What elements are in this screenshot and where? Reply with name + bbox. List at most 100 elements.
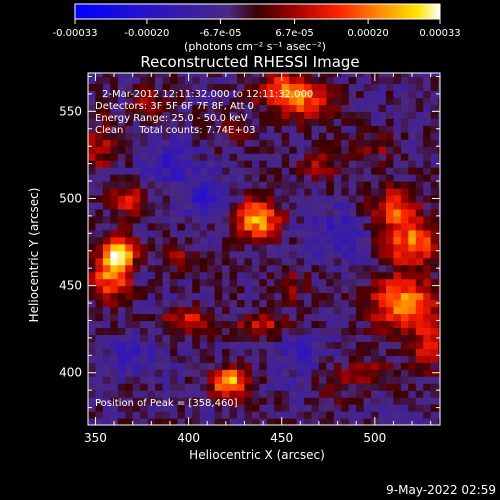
heatmap-cell [378, 243, 387, 252]
heatmap-cell [296, 208, 305, 217]
heatmap-cell [229, 348, 238, 356]
heatmap-cell [289, 201, 298, 210]
heatmap-cell [385, 390, 395, 398]
heatmap-cell [348, 201, 357, 210]
heatmap-cell [95, 139, 104, 147]
heatmap-cell [169, 229, 178, 238]
heatmap-cell [281, 111, 290, 119]
heatmap-cell [289, 236, 298, 245]
heatmap-cell [259, 97, 268, 105]
heatmap-cell [88, 264, 97, 273]
heatmap-cell [169, 83, 178, 92]
heatmap-cell [348, 341, 357, 349]
heatmap-cell [326, 257, 335, 266]
heatmap-cell [378, 334, 387, 342]
heatmap-cell [400, 229, 409, 238]
heatmap-cell [423, 104, 432, 112]
heatmap-cell [125, 160, 134, 168]
heatmap-cell [415, 292, 424, 301]
heatmap-cell [274, 181, 283, 189]
heatmap-cell [318, 236, 327, 245]
heatmap-cell [393, 153, 402, 161]
heatmap-cell [147, 208, 156, 217]
heatmap-cell [371, 397, 380, 405]
heatmap-cell [281, 76, 290, 85]
heatmap-cell [236, 167, 246, 175]
heatmap-cell [304, 236, 313, 245]
heatmap-cell [222, 390, 231, 398]
heatmap-cell [147, 278, 156, 287]
heatmap-cell [296, 404, 305, 412]
heatmap-cell [311, 264, 320, 273]
heatmap-cell [385, 369, 395, 377]
heatmap-cell [266, 90, 275, 98]
heatmap-cell [132, 299, 141, 308]
heatmap-cell [155, 90, 164, 98]
heatmap-cell [333, 250, 342, 259]
heatmap-cell [88, 243, 97, 252]
heatmap-cell [341, 222, 350, 231]
heatmap-cell [430, 390, 439, 398]
heatmap-cell [244, 362, 253, 370]
heatmap-cell [400, 118, 409, 126]
heatmap-cell [169, 146, 178, 154]
heatmap-cell [162, 201, 171, 210]
heatmap-cell [266, 383, 275, 391]
heatmap-cell [341, 181, 350, 189]
heatmap-cell [102, 139, 111, 147]
heatmap-cell [363, 264, 372, 273]
heatmap-cell [214, 208, 223, 217]
heatmap-cell [162, 97, 171, 105]
heatmap-cell [169, 236, 178, 245]
heatmap-cell [125, 348, 134, 356]
heatmap-cell [430, 83, 439, 92]
heatmap-cell [266, 411, 275, 419]
heatmap-cell [378, 236, 387, 245]
heatmap-cell [244, 355, 253, 363]
heatmap-cell [207, 111, 216, 119]
heatmap-cell [266, 390, 275, 398]
heatmap-cell [229, 264, 238, 273]
heatmap-cell [207, 411, 216, 419]
heatmap-cell [289, 376, 298, 384]
heatmap-cell [326, 348, 335, 356]
heatmap-cell [378, 271, 387, 280]
heatmap-cell [199, 355, 208, 363]
heatmap-cell [140, 278, 149, 287]
heatmap-cell [102, 243, 111, 252]
heatmap-cell [371, 264, 380, 273]
heatmap-cell [222, 257, 231, 266]
heatmap-cell [423, 250, 432, 259]
heatmap-cell [266, 418, 275, 425]
heatmap-cell [162, 271, 171, 280]
heatmap-cell [244, 188, 253, 196]
heatmap-cell [88, 271, 97, 280]
heatmap-cell [371, 257, 380, 266]
heatmap-cell [236, 208, 246, 217]
heatmap-cell [147, 390, 156, 398]
heatmap-cell [117, 306, 126, 315]
heatmap-cell [371, 313, 380, 322]
heatmap-cell [438, 174, 440, 182]
heatmap-cell [192, 97, 201, 105]
heatmap-cell [289, 418, 298, 425]
annotation-energy: Energy Range: 25.0 - 50.0 keV [95, 113, 248, 124]
heatmap-cell [102, 194, 111, 203]
heatmap-cell [356, 97, 365, 105]
heatmap-cell [318, 229, 327, 238]
heatmap-cell [348, 320, 357, 329]
heatmap-cell [155, 334, 164, 342]
heatmap-cell [408, 236, 417, 245]
heatmap-cell [378, 111, 387, 119]
heatmap-cell [236, 215, 246, 224]
colorbar-tick-label: 6.7e-05 [275, 28, 313, 39]
heatmap-cell [423, 355, 432, 363]
heatmap-cell [184, 222, 193, 231]
heatmap-cell [326, 376, 335, 384]
heatmap-cell [132, 229, 141, 238]
heatmap-cell [356, 243, 365, 252]
heatmap-cell [192, 243, 201, 252]
heatmap-cell [348, 299, 357, 308]
heatmap-cell [162, 292, 171, 301]
heatmap-cell [318, 285, 327, 294]
